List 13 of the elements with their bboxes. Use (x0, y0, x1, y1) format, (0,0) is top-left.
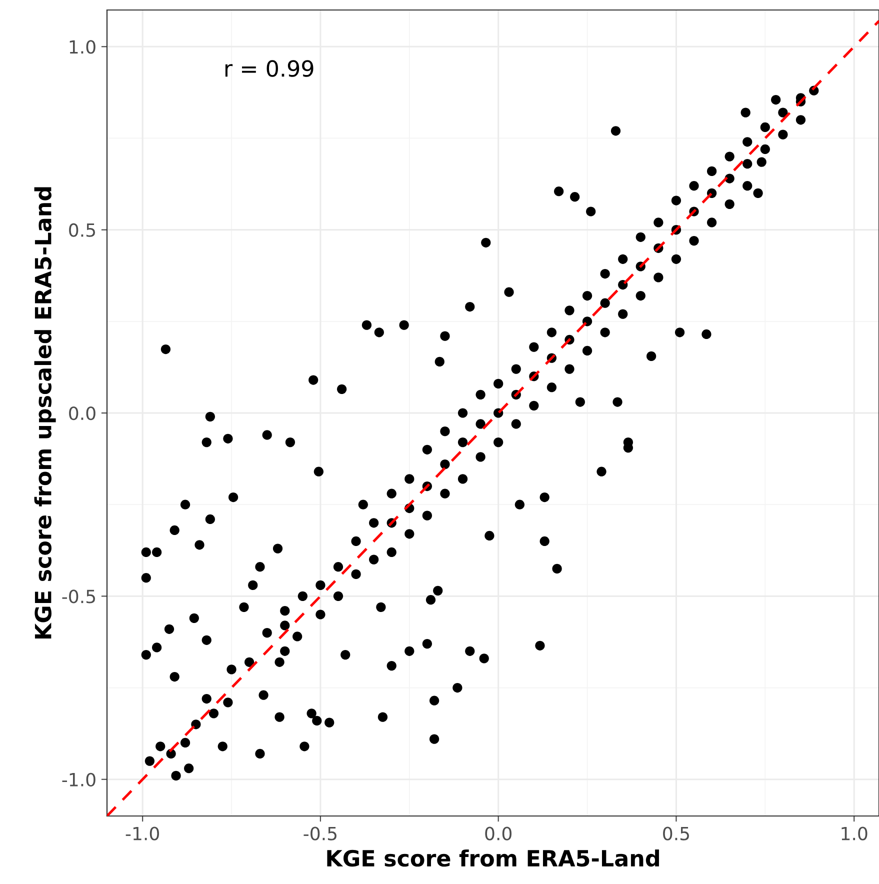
y-tick-label: 0.0 (69, 406, 96, 420)
x-tick-label: -1.0 (126, 826, 159, 840)
y-tick-label: -0.5 (62, 590, 96, 604)
y-tick-label: 1.0 (70, 40, 96, 54)
x-tick-label: 0.0 (485, 826, 512, 840)
x-tick-label: 1.0 (842, 826, 868, 840)
x-tick-label: -0.5 (304, 826, 336, 840)
y-axis-title: KGE score from upscaled ERA5-Land (34, 187, 56, 639)
x-axis-title: KGE score from ERA5-Land (327, 849, 659, 867)
y-tick-label: 0.5 (69, 223, 96, 237)
annotation: r = 0.99 (225, 60, 314, 77)
x-tick-label: 0.5 (663, 826, 689, 840)
y-tick-label: -1.0 (62, 772, 96, 786)
